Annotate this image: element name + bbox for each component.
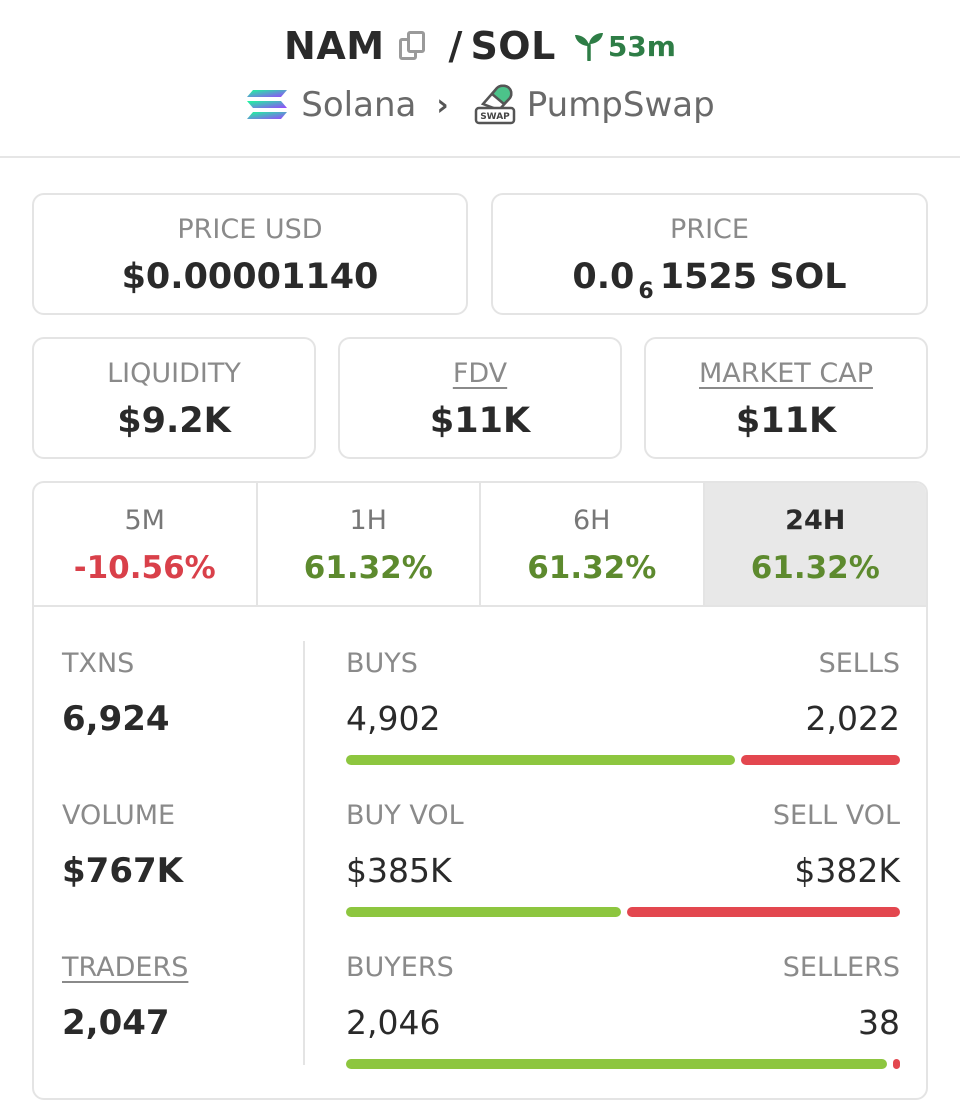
txns-label: TXNS	[62, 648, 135, 679]
timeframe-panel: 5M -10.56% 1H 61.32% 6H 61.32% 24H 61.32…	[32, 481, 928, 1100]
breadcrumb: Solana › SWAP PumpSwap	[0, 80, 960, 130]
volume-value: $767K	[62, 851, 183, 891]
sellers-value: 38	[858, 1003, 900, 1042]
tab-label: 24H	[785, 505, 846, 536]
liquidity-value: $9.2K	[117, 401, 231, 441]
fdv-label[interactable]: FDV	[452, 358, 508, 389]
liquidity-card: LIQUIDITY $9.2K	[32, 337, 316, 459]
age-value: 53m	[607, 29, 676, 63]
price-native-card: PRICE 0.0 6 1525 SOL	[491, 193, 928, 315]
pair-header: NAM / SOL 53m Solana ›	[0, 0, 960, 158]
tab-change: -10.56%	[73, 550, 216, 586]
buy-bar	[346, 1059, 887, 1069]
sprout-icon	[574, 33, 603, 61]
market-cap-value: $11K	[735, 401, 837, 441]
solana-logo-icon	[247, 90, 288, 119]
buy-vol-value: $385K	[346, 851, 452, 890]
traders-stat[interactable]: TRADERS 2,047	[62, 951, 188, 1047]
pumpswap-logo-icon: SWAP	[474, 84, 515, 125]
traders-value: 2,047	[62, 1003, 170, 1043]
dex-badge: SWAP	[480, 112, 510, 122]
tab-change: 61.32%	[527, 550, 657, 586]
timeframe-tabs: 5M -10.56% 1H 61.32% 6H 61.32% 24H 61.32…	[34, 483, 926, 607]
tab-1h[interactable]: 1H 61.32%	[258, 483, 481, 605]
stats-divider	[303, 641, 305, 1065]
traders-label[interactable]: TRADERS	[62, 952, 189, 983]
tab-label: 1H	[349, 505, 387, 536]
buys-label: BUYS	[346, 648, 418, 679]
price-native-value: 0.0 6 1525 SOL	[493, 255, 926, 304]
copy-icon[interactable]	[398, 31, 427, 61]
buy-bar	[346, 907, 621, 917]
buys-value: 4,902	[346, 699, 441, 738]
sell-bar	[741, 755, 900, 765]
pair-separator: /	[448, 24, 463, 68]
tab-24h[interactable]: 24H 61.32%	[704, 483, 926, 605]
price-native-prefix: 0.0	[572, 257, 635, 297]
txns-split: BUYS SELLS 4,902 2,022	[346, 647, 900, 765]
buyers-label: BUYERS	[346, 952, 454, 983]
tab-change: 61.32%	[750, 550, 880, 586]
tab-change: 61.32%	[303, 550, 433, 586]
fdv-card[interactable]: FDV $11K	[338, 337, 622, 459]
pair-title: NAM / SOL 53m	[0, 20, 960, 72]
tab-5m[interactable]: 5M -10.56%	[34, 483, 258, 605]
volume-label: VOLUME	[62, 800, 176, 831]
sells-label: SELLS	[818, 648, 900, 679]
sell-vol-value: $382K	[794, 851, 900, 890]
tab-label: 5M	[124, 505, 165, 536]
chevron-right-icon: ›	[436, 87, 449, 123]
sell-bar	[893, 1059, 900, 1069]
quote-symbol: SOL	[470, 24, 556, 68]
traders-split: BUYERS SELLERS 2,046 38	[346, 951, 900, 1069]
market-cap-card[interactable]: MARKET CAP $11K	[644, 337, 928, 459]
txns-stat: TXNS 6,924	[62, 647, 170, 743]
buy-bar	[346, 755, 735, 765]
price-usd-card: PRICE USD $0.00001140	[32, 193, 468, 315]
sells-value: 2,022	[805, 699, 900, 738]
market-cap-label[interactable]: MARKET CAP	[699, 358, 873, 389]
price-native-label: PRICE	[670, 214, 749, 245]
dex-link[interactable]: PumpSwap	[526, 85, 715, 125]
sell-bar	[627, 907, 900, 917]
price-native-subscript: 6	[638, 279, 654, 304]
pair-age: 53m	[572, 30, 676, 63]
price-native-suffix: 1525 SOL	[659, 257, 847, 297]
sell-vol-label: SELL VOL	[772, 800, 900, 831]
tab-label: 6H	[573, 505, 611, 536]
buy-vol-label: BUY VOL	[346, 800, 464, 831]
volume-ratio-bar	[346, 907, 900, 917]
tab-6h[interactable]: 6H 61.32%	[481, 483, 705, 605]
chain-link[interactable]: Solana	[301, 85, 417, 125]
liquidity-label: LIQUIDITY	[107, 358, 241, 389]
volume-split: BUY VOL SELL VOL $385K $382K	[346, 799, 900, 917]
price-usd-value: $0.00001140	[121, 257, 379, 297]
volume-stat: VOLUME $767K	[62, 799, 183, 895]
buyers-value: 2,046	[346, 1003, 441, 1042]
sellers-label: SELLERS	[782, 952, 900, 983]
txns-ratio-bar	[346, 755, 900, 765]
base-symbol: NAM	[284, 24, 385, 68]
traders-ratio-bar	[346, 1059, 900, 1069]
txns-value: 6,924	[62, 699, 170, 739]
fdv-value: $11K	[429, 401, 531, 441]
price-usd-label: PRICE USD	[177, 214, 323, 245]
